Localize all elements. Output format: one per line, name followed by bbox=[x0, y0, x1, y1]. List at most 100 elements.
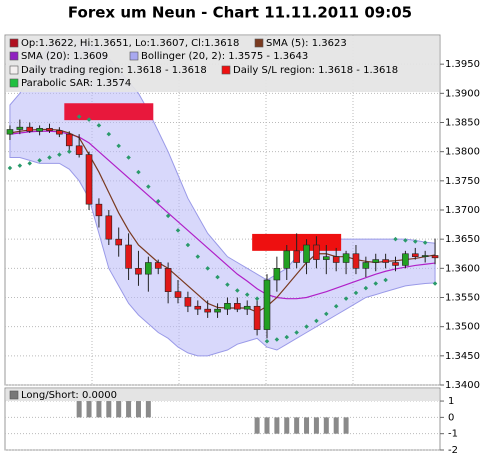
y-tick-label: 1.3450 bbox=[445, 351, 480, 362]
sar-dot bbox=[264, 338, 270, 344]
legend-swatch bbox=[9, 38, 19, 48]
main-panel: 1.3400 1.3450 1.3500 1.3550 1.3600 1.3650 1.37… bbox=[4, 34, 480, 391]
candle-body bbox=[145, 262, 152, 275]
candle-body bbox=[313, 244, 320, 260]
candle-body bbox=[125, 244, 132, 269]
candle-body bbox=[46, 128, 53, 131]
trading-region bbox=[64, 103, 154, 121]
sar-dot bbox=[432, 281, 438, 286]
candle-body bbox=[56, 130, 63, 135]
sar-dot bbox=[76, 114, 82, 119]
y-tick-label: 0 bbox=[448, 412, 454, 423]
bar bbox=[135, 401, 141, 418]
y-tick-label: 1.3750 bbox=[445, 176, 480, 187]
sar-dot bbox=[314, 318, 319, 324]
legend-label: Bollinger (20, 2): 1.3575 - 1.3643 bbox=[141, 51, 308, 62]
bar bbox=[96, 401, 102, 418]
y-tick-label: 1.3850 bbox=[445, 118, 480, 129]
candle-body bbox=[402, 253, 409, 266]
candle-body bbox=[6, 129, 14, 135]
candle-body bbox=[75, 145, 83, 155]
bar bbox=[126, 401, 132, 418]
bar bbox=[313, 417, 319, 434]
bar bbox=[264, 417, 270, 434]
sar-dot bbox=[274, 337, 280, 342]
candle-body bbox=[115, 238, 122, 246]
legend-label: Daily S/L region: 1.3618 - 1.3618 bbox=[233, 65, 398, 76]
sar-dot bbox=[373, 281, 379, 286]
sar-dot bbox=[244, 292, 250, 297]
candle-body bbox=[16, 126, 24, 130]
sar-dot bbox=[294, 330, 299, 335]
sar-dot bbox=[304, 324, 309, 329]
bar bbox=[284, 417, 290, 434]
sub-panel: 1 0 -1 -2 Long/Short: 0.0000 bbox=[4, 387, 458, 456]
candle-body bbox=[421, 255, 429, 257]
candle-body bbox=[362, 262, 370, 269]
bar bbox=[333, 417, 339, 434]
candle-body bbox=[332, 256, 340, 263]
sar-dot bbox=[343, 296, 349, 301]
sar-dot bbox=[126, 155, 131, 160]
candle-body bbox=[154, 262, 162, 269]
sar-dot bbox=[422, 240, 428, 245]
sma5-line bbox=[9, 128, 436, 313]
sar-dot bbox=[254, 296, 260, 301]
legend-swatch bbox=[9, 65, 19, 75]
bar bbox=[304, 417, 310, 434]
legend-label: Long/Short: 0.0000 bbox=[21, 390, 117, 401]
candle-body bbox=[36, 128, 43, 132]
candle-body bbox=[293, 250, 300, 263]
candle-body bbox=[224, 303, 231, 310]
candle-body bbox=[105, 215, 113, 240]
legend-swatch bbox=[9, 51, 19, 61]
candle-body bbox=[372, 259, 380, 263]
candle-body bbox=[283, 250, 291, 269]
bar bbox=[76, 401, 82, 418]
legend-swatch bbox=[129, 51, 139, 61]
y-tick-label: -2 bbox=[448, 445, 458, 456]
legend-box bbox=[6, 36, 439, 92]
y-tick-label: 1.3900 bbox=[445, 88, 480, 99]
candle-body bbox=[26, 126, 34, 132]
sar-dot bbox=[393, 236, 398, 242]
candle-body bbox=[392, 262, 399, 266]
candle-body bbox=[85, 154, 93, 205]
legend-label: Daily trading region: 1.3618 - 1.3618 bbox=[21, 65, 207, 76]
sar-dot bbox=[27, 161, 32, 166]
candle-body bbox=[352, 253, 360, 269]
bar bbox=[145, 401, 151, 418]
sar-dot bbox=[66, 149, 72, 154]
sar-dot bbox=[284, 334, 290, 340]
legend-swatch bbox=[9, 390, 19, 400]
bar bbox=[106, 401, 112, 418]
y-tick-label: 1.3600 bbox=[445, 263, 480, 274]
candle-body bbox=[164, 268, 172, 292]
y-tick-label: 1.3650 bbox=[445, 234, 480, 245]
legend-box bbox=[6, 389, 439, 401]
candle-body bbox=[253, 305, 261, 330]
sar-dot bbox=[363, 285, 369, 291]
sar-dot bbox=[235, 288, 240, 293]
chart-title: Forex um Neun - Chart 11.11.2011 09:05 bbox=[68, 4, 412, 22]
candle-body bbox=[243, 305, 251, 310]
sar-dot bbox=[353, 290, 359, 296]
candle-body bbox=[135, 268, 142, 275]
sar-dot bbox=[215, 274, 220, 280]
candle-body bbox=[214, 308, 221, 313]
legend-label: Op:1.3622, Hi:1.3651, Lo:1.3607, Cl:1.36… bbox=[21, 38, 239, 49]
sar-dot bbox=[403, 238, 408, 243]
sar-dot bbox=[383, 277, 388, 283]
candle-body bbox=[234, 303, 241, 310]
bar bbox=[254, 417, 260, 434]
sar-dot bbox=[205, 266, 210, 271]
candle-body bbox=[184, 297, 192, 307]
bar bbox=[323, 417, 329, 434]
candle-body bbox=[323, 256, 330, 260]
bar bbox=[294, 417, 300, 434]
y-tick-label: 1.3950 bbox=[445, 59, 480, 70]
y-tick-label: 1.3700 bbox=[445, 205, 480, 216]
legend-label: Parabolic SAR: 1.3574 bbox=[21, 78, 131, 89]
sar-dot bbox=[57, 152, 62, 157]
